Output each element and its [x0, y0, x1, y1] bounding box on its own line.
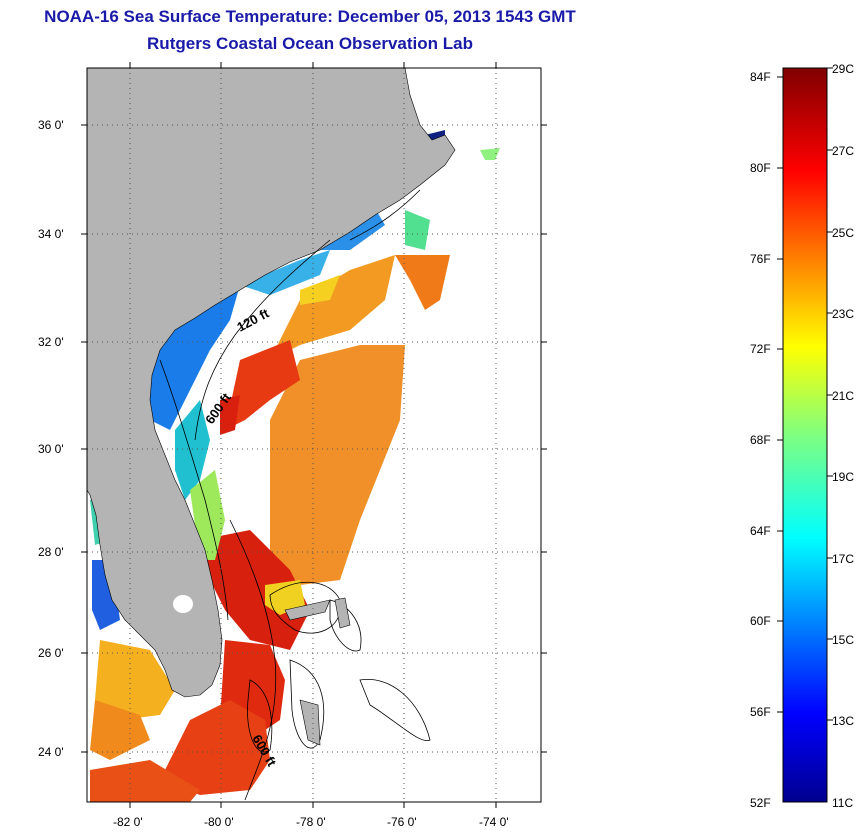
lon-label: -80 0': [204, 815, 234, 829]
map-subtitle: Rutgers Coastal Ocean Observation Lab: [147, 34, 473, 53]
map-title: NOAA-16 Sea Surface Temperature: Decembe…: [44, 7, 576, 26]
land-mass: [87, 68, 456, 698]
bathymetry-contours: [159, 189, 431, 801]
lat-label: 28 0': [38, 545, 64, 559]
lon-label: -78 0': [296, 815, 326, 829]
lat-label: 30 0': [38, 442, 64, 456]
lat-label: 34 0': [38, 227, 64, 241]
colorbar-c-label: 15C: [832, 633, 854, 647]
lon-label: -76 0': [387, 815, 417, 829]
colorbar-f-label: 52F: [750, 796, 771, 810]
lake-okeechobee: [173, 595, 193, 613]
colorbar-c-label: 13C: [832, 714, 854, 728]
map-frame: [86, 67, 542, 803]
lat-label: 32 0': [38, 335, 64, 349]
colorbar: [782, 67, 828, 803]
colorbar-c-label: 19C: [832, 470, 854, 484]
colorbar-f-label: 68F: [750, 433, 771, 447]
colorbar-c-label: 27C: [832, 144, 854, 158]
bahamas-islands: [284, 597, 351, 746]
colorbar-f-label: 60F: [750, 614, 771, 628]
colorbar-ticks: [777, 67, 833, 721]
colorbar-f-label: 84F: [750, 70, 771, 84]
lon-label: -82 0': [113, 815, 143, 829]
colorbar-c-label: 25C: [832, 226, 854, 240]
colorbar-c-label: 21C: [832, 389, 854, 403]
colorbar-f-label: 64F: [750, 524, 771, 538]
lon-label: -74 0': [479, 815, 509, 829]
lat-label: 26 0': [38, 646, 64, 660]
colorbar-c-label: 17C: [832, 552, 854, 566]
colorbar-f-label: 80F: [750, 161, 771, 175]
lat-label: 36 0': [38, 118, 64, 132]
colorbar-c-label: 23C: [832, 307, 854, 321]
tick-marks: [81, 62, 547, 808]
colorbar-f-label: 72F: [750, 342, 771, 356]
lat-label: 24 0': [38, 745, 64, 759]
colorbar-f-label: 76F: [750, 252, 771, 266]
colorbar-c-label: 29C: [832, 62, 854, 76]
colorbar-c-label: 11C: [832, 796, 853, 810]
gridlines: [87, 68, 541, 802]
colorbar-f-label: 56F: [750, 705, 771, 719]
